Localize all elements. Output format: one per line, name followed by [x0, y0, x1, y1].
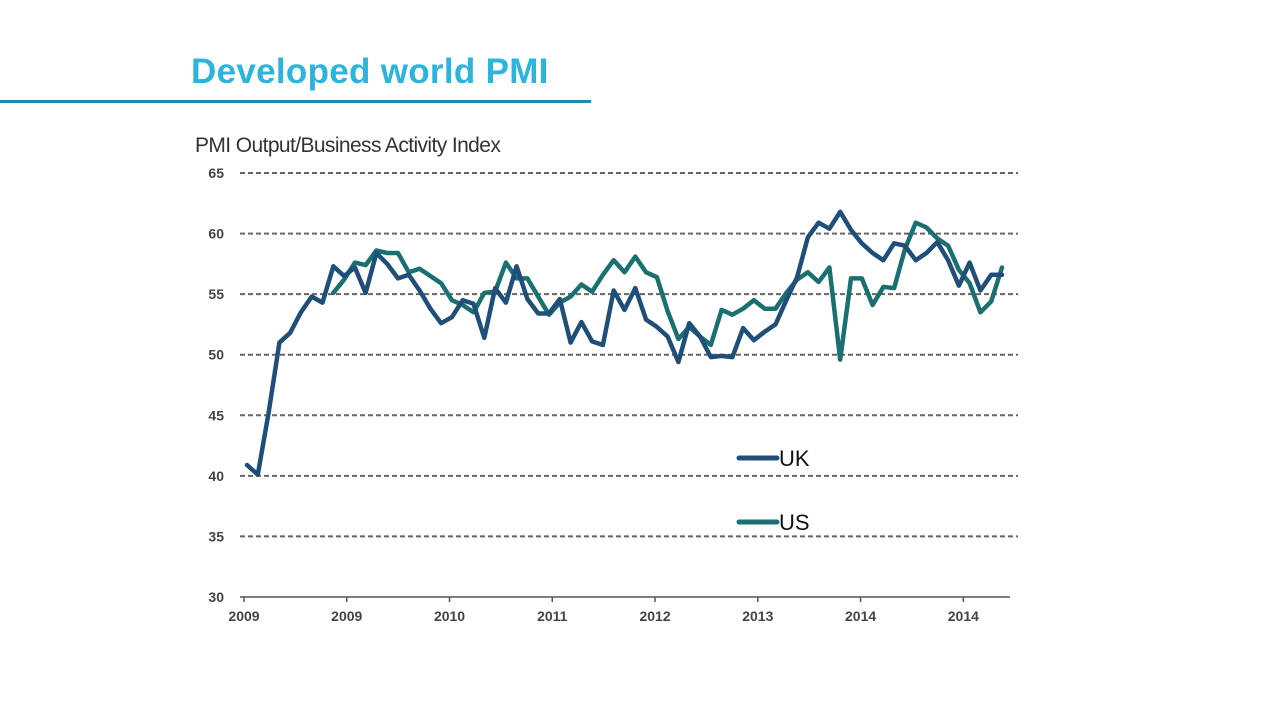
y-tick-label: 55 — [208, 286, 224, 302]
x-tick-label: 2012 — [639, 608, 670, 624]
y-tick-label: 30 — [208, 589, 224, 605]
x-tick-label: 2009 — [331, 608, 362, 624]
title-underline — [0, 100, 591, 103]
x-tick-label: 2013 — [742, 608, 773, 624]
y-tick-label: 35 — [208, 528, 224, 544]
y-tick-label: 65 — [208, 165, 224, 181]
y-tick-label: 45 — [208, 407, 224, 423]
slide-title: Developed world PMI — [191, 52, 549, 91]
x-tick-label: 2010 — [434, 608, 465, 624]
x-tick-label: 2009 — [228, 608, 259, 624]
x-tick-label: 2014 — [948, 608, 979, 624]
x-tick-label: 2011 — [537, 608, 568, 624]
y-axis-title: PMI Output/Business Activity Index — [195, 134, 501, 157]
series-line-uk — [244, 209, 1005, 477]
y-tick-label: 50 — [208, 347, 224, 363]
x-tick-label: 2014 — [845, 608, 876, 624]
legend-label-uk: UK — [779, 446, 810, 471]
y-tick-label: 60 — [208, 226, 224, 242]
series-line-us — [331, 220, 1005, 362]
legend-label-us: US — [779, 510, 810, 535]
y-tick-label: 40 — [208, 468, 224, 484]
